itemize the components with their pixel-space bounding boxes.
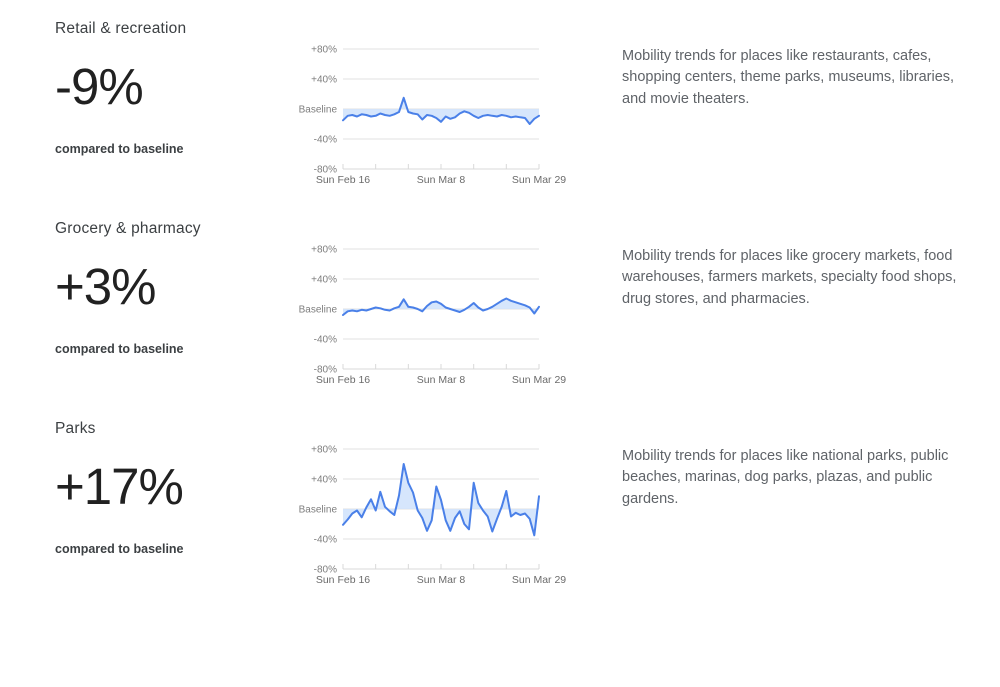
- y-axis-label: -40%: [314, 335, 337, 346]
- baseline-caption: compared to baseline: [55, 541, 184, 556]
- chart-container: +80% +40% Baseline -40% -80% Sun Feb 16 Sun Ma…: [290, 437, 582, 589]
- y-axis-label: -80%: [314, 565, 337, 576]
- area-fill: [343, 97, 539, 124]
- x-axis-label: Sun Mar 8: [417, 174, 466, 186]
- headline-change: +17%: [55, 458, 184, 515]
- baseline-caption: compared to baseline: [55, 341, 184, 356]
- section-retail-recreation: Retail & recreation -9% compared to base…: [55, 14, 1000, 214]
- section-left-column: Parks +17% compared to baseline: [55, 414, 290, 556]
- category-title: Retail & recreation: [55, 20, 187, 37]
- area-fill: [343, 464, 539, 536]
- x-axis-label: Sun Mar 8: [417, 574, 466, 586]
- x-axis-label: Sun Feb 16: [316, 574, 370, 586]
- y-axis-label: Baseline: [299, 105, 338, 116]
- x-axis-label: Sun Feb 16: [316, 374, 370, 386]
- category-description: Mobility trends for places like national…: [622, 448, 949, 507]
- y-axis-label: +80%: [311, 245, 337, 256]
- y-axis-label: -80%: [314, 365, 337, 376]
- y-axis-label: +80%: [311, 45, 337, 56]
- section-left-column: Grocery & pharmacy +3% compared to basel…: [55, 214, 290, 356]
- y-axis-label: Baseline: [299, 305, 338, 316]
- section-left-column: Retail & recreation -9% compared to base…: [55, 14, 290, 156]
- data-line: [342, 297, 540, 316]
- x-axis-label: Sun Mar 8: [417, 374, 466, 386]
- y-axis-label: +40%: [311, 275, 337, 286]
- chart-container: +80% +40% Baseline -40% -80% Sun Feb 16 Sun Ma…: [290, 37, 582, 189]
- section-parks: Parks +17% compared to baseline +80% +40%…: [55, 414, 1000, 614]
- category-description: Mobility trends for places like grocery …: [622, 248, 957, 307]
- y-axis-label: -40%: [314, 535, 337, 546]
- x-axis-label: Sun Feb 16: [316, 174, 370, 186]
- y-axis-label: -40%: [314, 135, 337, 146]
- parks-chart: +80% +40% Baseline -40% -80%Sun Feb 16 Sun Ma…: [299, 445, 567, 587]
- chart-container: +80% +40% Baseline -40% -80% Sun Feb 16 Sun Ma…: [290, 237, 582, 389]
- headline-change: -9%: [55, 58, 144, 115]
- y-axis-label: -80%: [314, 165, 337, 176]
- y-axis-label: +40%: [311, 475, 337, 486]
- grocery-pharmacy-chart: +80% +40% Baseline -40% -80%Sun Feb 16 Sun Ma…: [299, 245, 567, 387]
- category-description: Mobility trends for places like restaura…: [622, 48, 955, 107]
- mobility-report: Retail & recreation -9% compared to base…: [55, 14, 1000, 614]
- x-axis-label: Sun Mar 29: [512, 374, 566, 386]
- data-line: [342, 96, 540, 125]
- area-fill: [343, 298, 539, 315]
- baseline-caption: compared to baseline: [55, 141, 184, 156]
- headline-change: +3%: [55, 258, 157, 315]
- y-axis-label: Baseline: [299, 505, 338, 516]
- y-axis-label: +80%: [311, 445, 337, 456]
- section-grocery-pharmacy: Grocery & pharmacy +3% compared to basel…: [55, 214, 1000, 414]
- x-axis-label: Sun Mar 29: [512, 574, 566, 586]
- category-title: Grocery & pharmacy: [55, 220, 201, 237]
- x-axis-label: Sun Mar 29: [512, 174, 566, 186]
- retail-recreation-chart: +80% +40% Baseline -40% -80%Sun Feb 16 Sun Ma…: [299, 45, 567, 187]
- y-axis-label: +40%: [311, 75, 337, 86]
- data-line: [342, 463, 540, 537]
- category-title: Parks: [55, 420, 96, 437]
